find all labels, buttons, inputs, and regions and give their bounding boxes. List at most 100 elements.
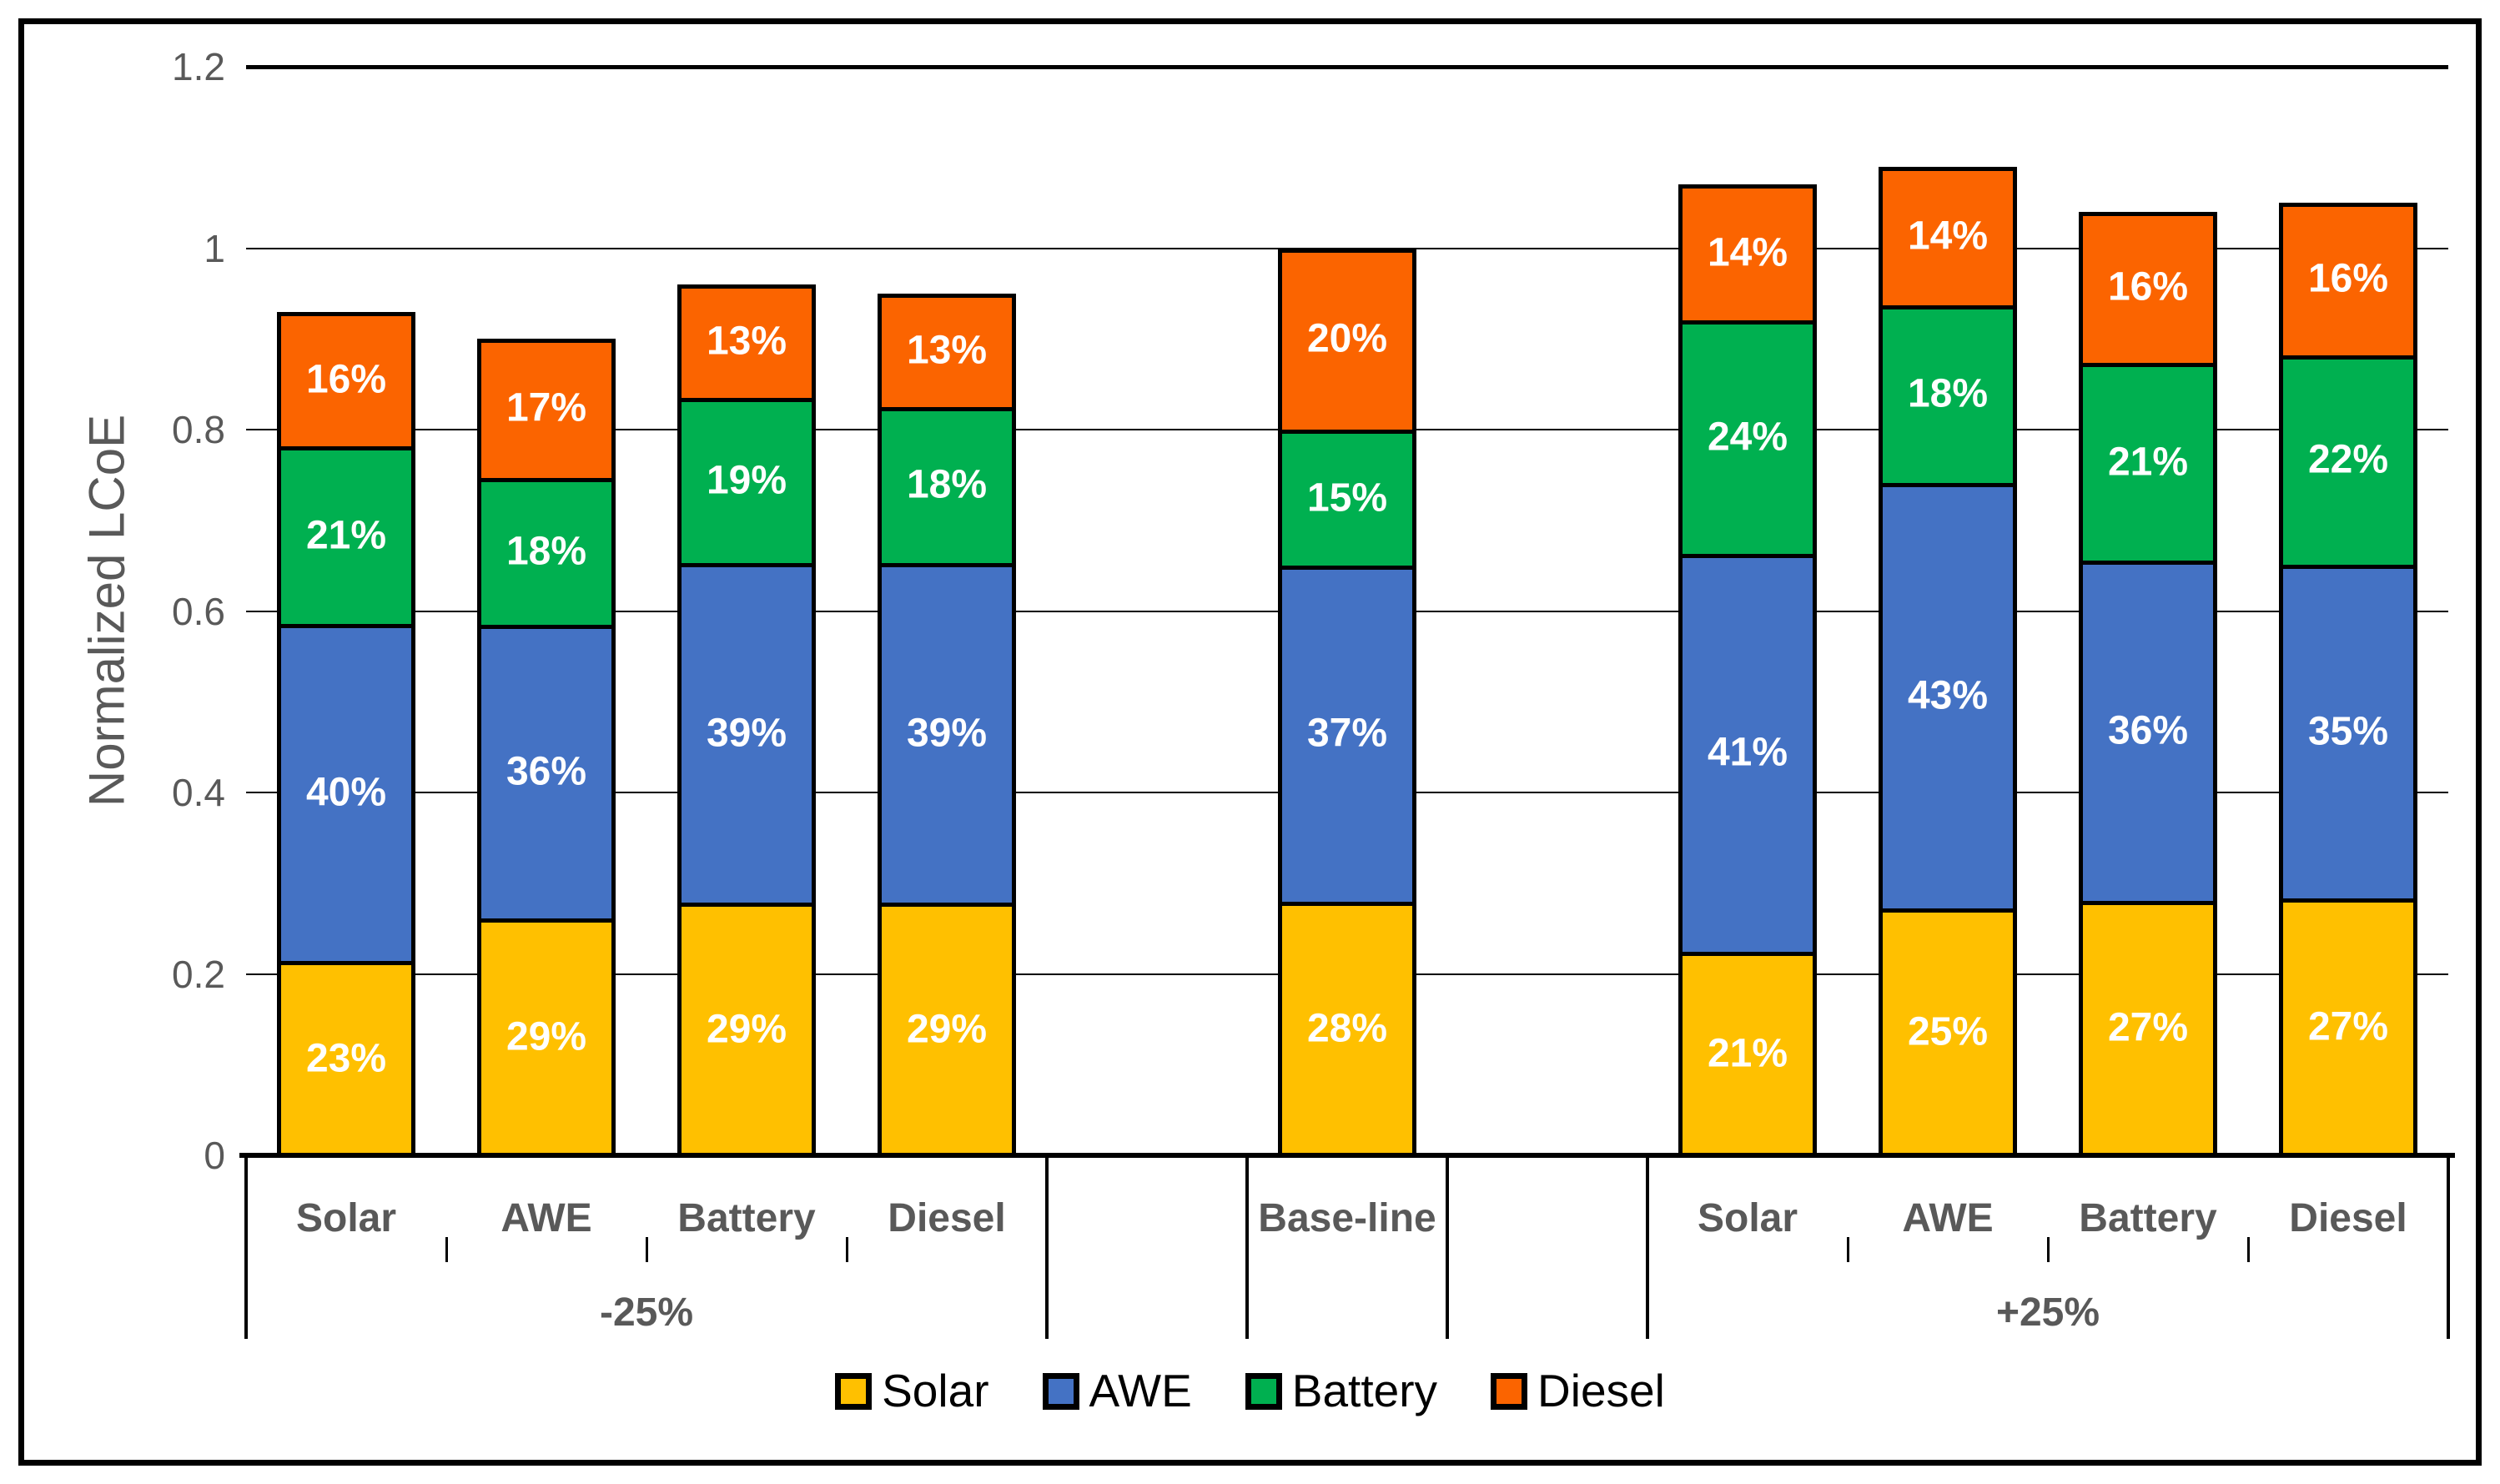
bar-segment-diesel <box>1879 166 2017 305</box>
x-category-label-diesel: Diesel <box>2289 1196 2407 1240</box>
x-category-label-battery: Battery <box>677 1196 816 1240</box>
axis-minor-tick <box>646 1237 648 1262</box>
x-group-label--25%: -25% <box>599 1290 694 1335</box>
segment-label: 22% <box>2307 437 2389 482</box>
y-tick-label-1.2: 1.2 <box>172 45 225 88</box>
segment-label: 21% <box>305 513 387 558</box>
legend-item-awe: AWE <box>1042 1365 1192 1416</box>
y-tick-label-0.2: 0.2 <box>172 952 225 996</box>
segment-label: 16% <box>2107 264 2189 309</box>
segment-label: 15% <box>1306 475 1388 521</box>
segment-label: 39% <box>706 711 787 756</box>
x-category-label-awe: AWE <box>1902 1196 1994 1240</box>
bar-segment-solar <box>477 918 616 1155</box>
segment-label: 19% <box>706 458 787 503</box>
y-tick-label-0: 0 <box>204 1134 225 1177</box>
legend-label-solar: Solar <box>882 1365 989 1416</box>
segment-label: 29% <box>706 1007 787 1052</box>
bar-segment-diesel <box>1278 248 1416 430</box>
x-category-label-awe: AWE <box>501 1196 592 1240</box>
bar-segment-battery <box>2079 362 2217 561</box>
legend: Solar AWE Battery Diesel <box>0 1368 2500 1414</box>
axis-minor-tick <box>2047 1237 2050 1262</box>
bar-segment-battery <box>878 406 1016 564</box>
segment-label: 18% <box>906 462 988 507</box>
y-tick-label-0.4: 0.4 <box>172 771 225 814</box>
axis-group-divider <box>1446 1155 1449 1339</box>
segment-label: 25% <box>1907 1009 1989 1054</box>
segment-label: 43% <box>1907 673 1989 718</box>
segment-label: 36% <box>506 749 587 794</box>
legend-item-solar: Solar <box>835 1365 989 1416</box>
segment-label: 23% <box>305 1036 387 1081</box>
bar-segment-diesel <box>677 284 816 398</box>
segment-label: 13% <box>906 328 988 373</box>
axis-minor-tick <box>846 1237 848 1262</box>
axis-group-divider <box>2447 1155 2450 1339</box>
x-axis-line <box>239 1153 2455 1158</box>
legend-swatch-solar <box>835 1372 873 1410</box>
x-category-label-diesel: Diesel <box>888 1196 1006 1240</box>
bar-segment-awe <box>1678 553 1817 952</box>
bar-segment-solar <box>878 903 1016 1155</box>
segment-label: 14% <box>1907 214 1989 259</box>
legend-label-diesel: Diesel <box>1537 1365 1665 1416</box>
segment-label: 24% <box>1707 415 1788 460</box>
segment-label: 27% <box>2307 1004 2389 1049</box>
segment-label: 17% <box>506 385 587 430</box>
bar-segment-awe <box>2279 565 2417 898</box>
bar-segment-solar <box>677 903 816 1155</box>
segment-label: 13% <box>706 319 787 364</box>
bar-segment-awe <box>878 563 1016 903</box>
axis-group-divider <box>1045 1155 1049 1339</box>
axis-group-divider <box>1245 1155 1249 1339</box>
bar-segment-battery <box>1879 304 2017 483</box>
bar-segment-battery <box>477 477 616 625</box>
x-group-label-+25%: +25% <box>1995 1290 2100 1335</box>
legend-item-battery: Battery <box>1245 1368 1437 1414</box>
bar-segment-diesel <box>2279 203 2417 355</box>
segment-label: 14% <box>1707 230 1788 275</box>
segment-label: 16% <box>305 357 387 402</box>
segment-label: 36% <box>2107 708 2189 753</box>
bar-segment-solar <box>2279 898 2417 1155</box>
bar-segment-battery <box>2279 355 2417 566</box>
y-tick-label-0.8: 0.8 <box>172 408 225 451</box>
bar-segment-awe <box>277 623 415 962</box>
bar-segment-awe <box>1278 566 1416 902</box>
bar-segment-awe <box>677 563 816 903</box>
bar-segment-awe <box>1879 482 2017 908</box>
segment-label: 21% <box>2107 440 2189 485</box>
segment-label: 41% <box>1707 730 1788 775</box>
segment-label: 16% <box>2307 256 2389 301</box>
bar-segment-diesel <box>878 293 1016 407</box>
bar-segment-solar <box>1678 951 1817 1155</box>
segment-label: 18% <box>1907 371 1989 416</box>
bar-segment-awe <box>2079 561 2217 901</box>
segment-label: 35% <box>2307 709 2389 754</box>
axis-minor-tick <box>445 1237 448 1262</box>
segment-label: 37% <box>1306 711 1388 756</box>
axis-group-divider <box>1646 1155 1649 1339</box>
segment-label: 21% <box>1707 1031 1788 1076</box>
axis-group-divider <box>244 1155 248 1339</box>
axis-minor-tick <box>2247 1237 2250 1262</box>
legend-label-awe: AWE <box>1089 1365 1192 1416</box>
legend-swatch-diesel <box>1491 1372 1528 1410</box>
chart-outer-border <box>18 18 2482 1466</box>
segment-label: 40% <box>305 770 387 815</box>
x-category-label-base-line: Base-line <box>1258 1196 1436 1240</box>
segment-label: 29% <box>506 1014 587 1059</box>
x-category-label-solar: Solar <box>1697 1196 1798 1240</box>
bar-segment-diesel <box>277 311 415 447</box>
bar-segment-solar <box>2079 900 2217 1155</box>
segment-label: 28% <box>1306 1006 1388 1051</box>
y-tick-label-1: 1 <box>204 226 225 270</box>
segment-label: 39% <box>906 711 988 756</box>
bar-segment-awe <box>477 624 616 919</box>
segment-label: 20% <box>1306 316 1388 361</box>
segment-label: 27% <box>2107 1005 2189 1050</box>
bar-segment-diesel <box>2079 212 2217 363</box>
bar-segment-solar <box>1278 901 1416 1155</box>
